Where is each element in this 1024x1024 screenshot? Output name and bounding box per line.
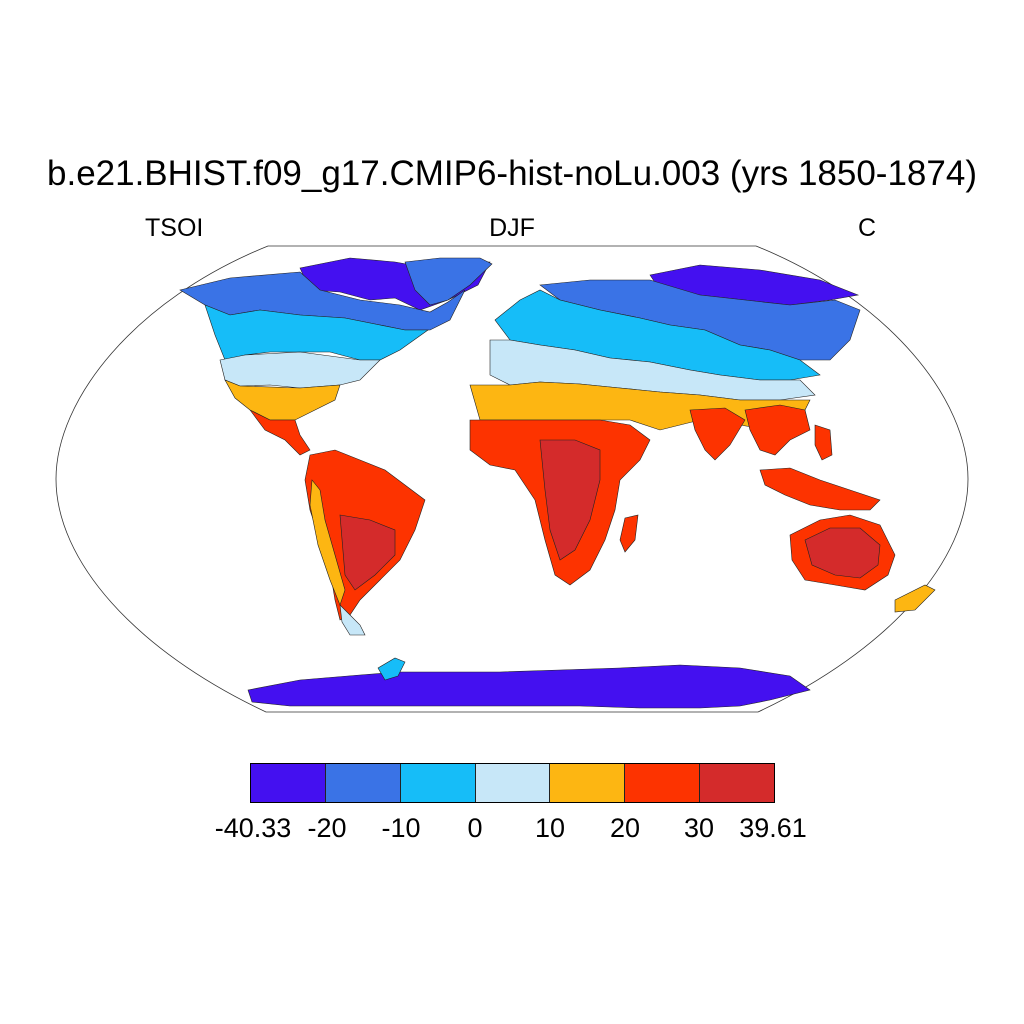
variable-label: TSOI bbox=[145, 214, 204, 242]
colorbar-tick-3: -10 bbox=[381, 813, 421, 843]
colorbar-tick-4: 0 bbox=[467, 813, 483, 843]
units-label: C bbox=[858, 214, 877, 242]
indonesia-region bbox=[759, 467, 881, 511]
plot-title: b.e21.BHIST.f09_g17.CMIP6-hist-noLu.003 … bbox=[47, 154, 977, 193]
colorbar-tick-2: -20 bbox=[307, 813, 347, 843]
colorbar-tick-5: 10 bbox=[534, 813, 566, 843]
mexico-warm-region bbox=[224, 379, 341, 421]
central-america-hot-region bbox=[249, 409, 311, 456]
colorbar-swatch-1 bbox=[251, 764, 326, 802]
land-regions bbox=[179, 257, 936, 709]
colorbar-swatch-7 bbox=[700, 764, 775, 802]
africa-core-region bbox=[539, 439, 601, 561]
patagonia-cool-region bbox=[339, 604, 366, 636]
southeast-asia-region bbox=[744, 404, 811, 456]
greenland-region bbox=[404, 257, 493, 306]
india-region bbox=[689, 407, 746, 461]
antarctic-peninsula-region bbox=[377, 657, 406, 681]
colorbar-swatch-4 bbox=[475, 764, 551, 802]
colorbar-swatch-2 bbox=[325, 764, 401, 802]
colorbar-swatch-6 bbox=[625, 764, 701, 802]
colorbar-tick-8: 39.61 bbox=[739, 813, 807, 843]
colorbar-tick-7: 30 bbox=[683, 813, 715, 843]
colorbar-tick-6: 20 bbox=[609, 813, 641, 843]
colorbar-swatch-3 bbox=[400, 764, 476, 802]
australia-core-region bbox=[804, 527, 881, 579]
colorbar-swatch-5 bbox=[550, 764, 626, 802]
colorbar bbox=[250, 763, 775, 803]
colorbar-tick-1: -40.33 bbox=[214, 813, 292, 843]
andes-warm-region bbox=[309, 479, 346, 606]
season-label: DJF bbox=[489, 214, 535, 242]
philippines-region bbox=[814, 424, 833, 461]
madagascar-region bbox=[619, 514, 639, 553]
new-zealand-region bbox=[894, 584, 936, 613]
south-america-core-region bbox=[339, 514, 396, 591]
